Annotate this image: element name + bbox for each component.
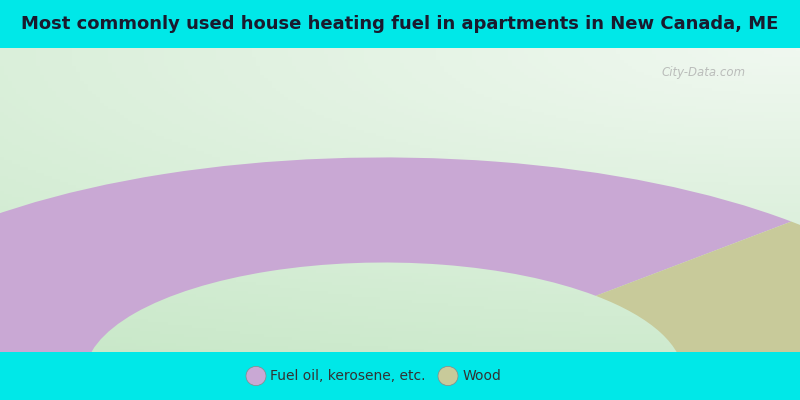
Ellipse shape bbox=[438, 366, 458, 386]
Wedge shape bbox=[0, 158, 791, 376]
Ellipse shape bbox=[246, 366, 266, 386]
Text: Fuel oil, kerosene, etc.: Fuel oil, kerosene, etc. bbox=[270, 369, 426, 383]
Text: Most commonly used house heating fuel in apartments in New Canada, ME: Most commonly used house heating fuel in… bbox=[22, 15, 778, 33]
Text: City-Data.com: City-Data.com bbox=[662, 66, 746, 79]
Wedge shape bbox=[596, 222, 800, 376]
Text: Wood: Wood bbox=[462, 369, 502, 383]
